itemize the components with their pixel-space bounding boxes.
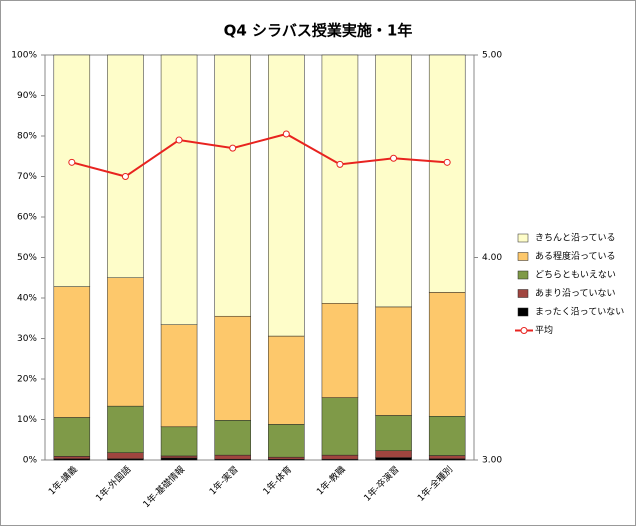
legend-label: どちらともいえない bbox=[535, 270, 616, 281]
y-tick-label: 0% bbox=[23, 456, 38, 466]
bar-segment bbox=[268, 335, 305, 425]
bar-segment bbox=[160, 324, 198, 428]
average-point bbox=[175, 136, 183, 144]
bar-segment bbox=[53, 54, 91, 287]
bar-segment bbox=[375, 450, 412, 458]
legend-swatch bbox=[517, 270, 529, 280]
bar-segment bbox=[214, 54, 251, 317]
bar-segment bbox=[160, 455, 198, 459]
y-tick-label: 80% bbox=[17, 132, 37, 142]
legend-swatch bbox=[517, 289, 529, 298]
bar-segment bbox=[375, 54, 412, 308]
legend-label: あまり沿っていない bbox=[535, 288, 616, 299]
bar-segment bbox=[321, 54, 359, 304]
bar-segment bbox=[214, 315, 251, 421]
bar-segment bbox=[428, 416, 466, 456]
y-tick-label: 50% bbox=[17, 253, 37, 263]
bar-segment bbox=[53, 286, 91, 418]
y2-tick-label: 4.00 bbox=[482, 253, 502, 263]
bar-segment bbox=[53, 417, 91, 457]
legend-label: きちんと沿っている bbox=[535, 233, 616, 244]
y-tick-label: 100% bbox=[11, 51, 37, 61]
bar-segment bbox=[428, 54, 466, 293]
bar-segment bbox=[160, 457, 198, 461]
legend-swatch bbox=[517, 307, 529, 317]
y-tick-label: 40% bbox=[17, 294, 37, 304]
bar-segment bbox=[268, 424, 305, 458]
average-point bbox=[390, 154, 398, 162]
average-point bbox=[443, 158, 451, 166]
bar-segment bbox=[268, 456, 305, 460]
average-line bbox=[71, 132, 448, 178]
bar-segment bbox=[428, 292, 466, 417]
average-point bbox=[336, 160, 344, 168]
y-tick-label: 30% bbox=[17, 334, 37, 344]
bar-segment bbox=[107, 54, 144, 278]
bar-segment bbox=[107, 452, 144, 460]
legend-label: ある程度沿っている bbox=[535, 250, 616, 262]
average-point bbox=[229, 144, 237, 152]
bar-segment bbox=[107, 405, 144, 453]
bar-segment bbox=[375, 457, 412, 461]
chart-title: Q4 シラバス授業実施・1年 bbox=[224, 22, 413, 40]
legend-label: 平均 bbox=[535, 324, 553, 336]
bar-segment bbox=[428, 455, 466, 460]
y-tick-label: 90% bbox=[17, 91, 37, 101]
bar-segment bbox=[375, 415, 412, 451]
average-point bbox=[68, 158, 76, 166]
bar-segment bbox=[375, 306, 412, 416]
bar-segment bbox=[214, 454, 251, 460]
y2-tick-label: 5.00 bbox=[482, 51, 502, 61]
y-tick-label: 70% bbox=[17, 172, 37, 182]
y-tick-label: 10% bbox=[17, 415, 37, 425]
bar-segment bbox=[160, 54, 198, 325]
legend-marker bbox=[520, 327, 528, 334]
bar-segment bbox=[53, 456, 91, 460]
bar-segment bbox=[160, 426, 198, 457]
y-tick-label: 20% bbox=[17, 375, 37, 385]
bar-segment bbox=[268, 54, 305, 337]
y-tick-label: 60% bbox=[17, 213, 37, 223]
bar-segment bbox=[321, 397, 359, 456]
legend-label: まったく沿っていない bbox=[535, 307, 624, 318]
average-point bbox=[282, 130, 290, 138]
y2-tick-label: 3.00 bbox=[482, 456, 502, 466]
bar-segment bbox=[107, 277, 144, 407]
bar-segment bbox=[214, 420, 251, 456]
bar-segment bbox=[321, 303, 359, 398]
bar-segment bbox=[321, 454, 359, 460]
average-point bbox=[121, 173, 129, 180]
legend-swatch bbox=[517, 233, 529, 243]
legend-swatch bbox=[517, 252, 529, 261]
